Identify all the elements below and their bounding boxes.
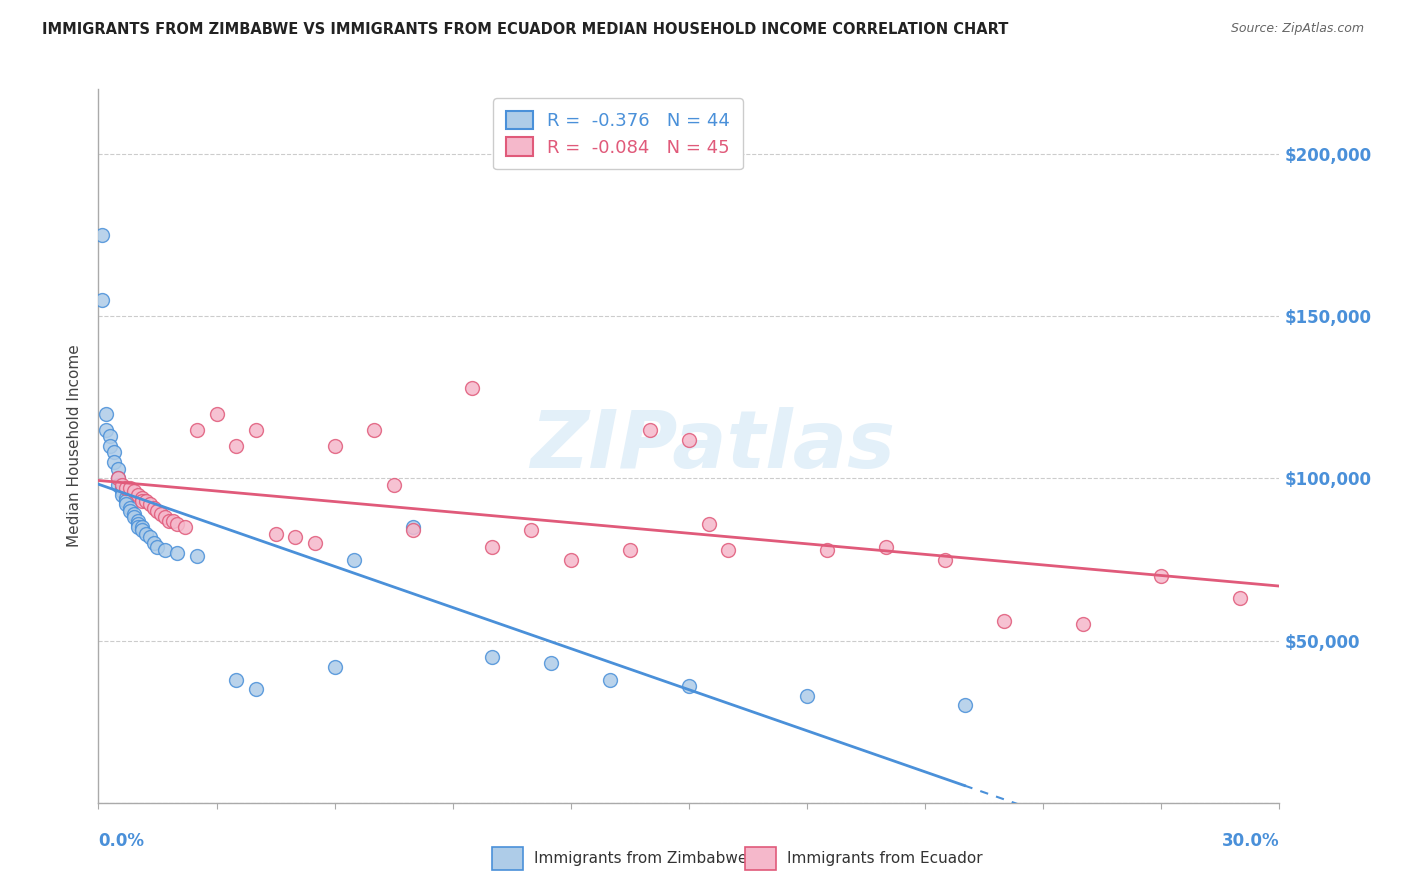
Point — [107, 471, 129, 485]
Point — [638, 423, 661, 437]
Point — [155, 510, 177, 524]
Point — [115, 497, 138, 511]
Point — [402, 524, 425, 538]
Point — [1229, 591, 1251, 606]
Point — [323, 659, 346, 673]
Legend: R =  -0.376   N = 44, R =  -0.084   N = 45: R = -0.376 N = 44, R = -0.084 N = 45 — [494, 98, 742, 169]
Point — [245, 423, 267, 437]
Point — [815, 542, 838, 557]
Point — [363, 423, 385, 437]
Point — [402, 520, 425, 534]
Point — [599, 673, 621, 687]
Text: Immigrants from Zimbabwe: Immigrants from Zimbabwe — [534, 851, 748, 866]
Point — [953, 698, 976, 713]
Point — [122, 484, 145, 499]
Point — [127, 488, 149, 502]
Point — [122, 507, 145, 521]
Point — [1150, 568, 1173, 582]
Point — [186, 423, 208, 437]
Point — [122, 510, 145, 524]
Point — [142, 500, 165, 515]
Point — [382, 478, 405, 492]
Point — [875, 540, 897, 554]
Point — [118, 481, 141, 495]
Point — [796, 689, 818, 703]
Text: 30.0%: 30.0% — [1222, 831, 1279, 849]
Point — [934, 552, 956, 566]
Point — [107, 461, 129, 475]
Point — [560, 552, 582, 566]
Point — [118, 504, 141, 518]
Point — [131, 520, 153, 534]
Point — [697, 516, 720, 531]
Point — [98, 439, 121, 453]
Point — [225, 439, 247, 453]
Point — [127, 516, 149, 531]
Text: Source: ZipAtlas.com: Source: ZipAtlas.com — [1230, 22, 1364, 36]
Point — [678, 679, 700, 693]
Point — [115, 494, 138, 508]
Point — [461, 381, 484, 395]
Point — [91, 228, 114, 243]
Point — [138, 530, 160, 544]
Point — [118, 500, 141, 515]
Point — [115, 481, 138, 495]
Point — [91, 293, 114, 307]
Text: IMMIGRANTS FROM ZIMBABWE VS IMMIGRANTS FROM ECUADOR MEDIAN HOUSEHOLD INCOME CORR: IMMIGRANTS FROM ZIMBABWE VS IMMIGRANTS F… — [42, 22, 1008, 37]
Point — [138, 497, 160, 511]
Point — [264, 526, 287, 541]
Point — [162, 514, 184, 528]
Point — [166, 516, 188, 531]
Point — [343, 552, 366, 566]
Point — [127, 520, 149, 534]
Point — [166, 546, 188, 560]
Point — [98, 429, 121, 443]
Point — [103, 455, 125, 469]
Point — [111, 478, 134, 492]
Point — [284, 530, 307, 544]
Point — [481, 540, 503, 554]
Point — [157, 514, 180, 528]
Point — [103, 445, 125, 459]
Point — [111, 484, 134, 499]
Point — [225, 673, 247, 687]
Point — [186, 549, 208, 564]
Point — [96, 407, 118, 421]
Point — [135, 526, 157, 541]
Y-axis label: Median Household Income: Median Household Income — [67, 344, 83, 548]
Point — [107, 471, 129, 485]
Point — [150, 507, 173, 521]
Point — [146, 504, 169, 518]
Point — [146, 540, 169, 554]
Point — [107, 478, 129, 492]
Point — [481, 649, 503, 664]
Point — [111, 488, 134, 502]
Point — [111, 481, 134, 495]
Point — [131, 524, 153, 538]
Point — [540, 657, 562, 671]
Point — [1071, 617, 1094, 632]
Point — [205, 407, 228, 421]
Point — [131, 491, 153, 505]
Point — [993, 614, 1015, 628]
Point — [304, 536, 326, 550]
Text: ZIPatlas: ZIPatlas — [530, 407, 896, 485]
Point — [115, 491, 138, 505]
Point — [520, 524, 543, 538]
Point — [678, 433, 700, 447]
Point — [323, 439, 346, 453]
Point — [96, 423, 118, 437]
Point — [174, 520, 197, 534]
Point — [619, 542, 641, 557]
Point — [127, 514, 149, 528]
Point — [717, 542, 740, 557]
Point — [142, 536, 165, 550]
Text: 0.0%: 0.0% — [98, 831, 145, 849]
Text: Immigrants from Ecuador: Immigrants from Ecuador — [787, 851, 983, 866]
Point — [131, 494, 153, 508]
Point — [155, 542, 177, 557]
Point — [245, 682, 267, 697]
Point — [135, 494, 157, 508]
